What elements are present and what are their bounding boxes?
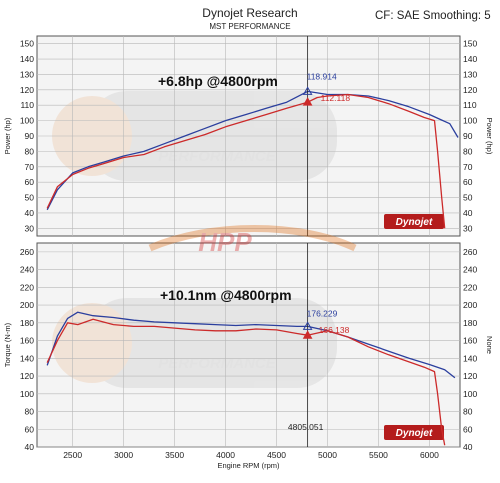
torque-cursor-marker-red: [302, 330, 313, 339]
torque-ytick-right: 160: [463, 336, 477, 346]
torque-ytick-right: 40: [463, 442, 473, 452]
torque-cursor-value-red: 166.138: [319, 325, 350, 335]
power-dynojet-badge: [384, 214, 444, 229]
torque-ytick-right: 140: [463, 353, 477, 363]
power-ytick-right: 60: [463, 177, 473, 187]
torque-ytick-left: 260: [20, 247, 34, 257]
xtick-label: 2500: [63, 450, 82, 460]
torque-plot-area: [36, 242, 461, 448]
power-ylabel-right: Power (hp): [485, 118, 494, 155]
torque-ytick-left: 140: [20, 353, 34, 363]
xtick-label: 4500: [267, 450, 286, 460]
power-ytick-right: 80: [463, 146, 473, 156]
torque-ylabel: Torque (N-m): [3, 322, 12, 367]
torque-dynojet-badge-text: Dynojet: [396, 428, 433, 439]
torque-dynojet-badge: [384, 425, 444, 440]
torque-cursor-value-blue: 176.229: [307, 308, 338, 318]
power-ytick-left: 140: [20, 54, 34, 64]
power-ytick-left: 110: [20, 100, 34, 110]
torque-ytick-right: 120: [463, 371, 477, 381]
watermark-brand: PERFORMANCE: [158, 355, 276, 372]
chart-subtitle: MST PERFORMANCE: [209, 22, 290, 31]
power-cursor-marker-red: [302, 97, 313, 106]
xlabel: Engine RPM (rpm): [217, 461, 280, 470]
torque-ytick-right: 220: [463, 282, 477, 292]
power-ytick-left: 90: [25, 131, 35, 141]
watermark-blob: [87, 298, 337, 388]
cursor-rpm-readout: 4805.051: [288, 422, 324, 432]
torque-ytick-left: 120: [20, 371, 34, 381]
hpp-swoosh: [148, 225, 357, 252]
power-ytick-left: 40: [25, 208, 35, 218]
power-ytick-left: 50: [25, 193, 35, 203]
torque-ytick-left: 240: [20, 265, 34, 275]
torque-ytick-left: 200: [20, 300, 34, 310]
torque-ytick-left: 220: [20, 282, 34, 292]
power-ytick-right: 40: [463, 208, 473, 218]
watermark-brand: PERFORMANCE: [158, 148, 276, 165]
power-cursor-value-red: 112.118: [321, 93, 351, 103]
xtick-label: 3500: [165, 450, 184, 460]
torque-ytick-right: 260: [463, 247, 477, 257]
xtick-label: 4000: [216, 450, 235, 460]
power-ytick-left: 70: [25, 162, 35, 172]
chart-title: Dynojet Research: [202, 6, 297, 20]
torque-ytick-left: 160: [20, 336, 34, 346]
xtick-label: 5000: [318, 450, 337, 460]
power-ytick-right: 100: [463, 116, 477, 126]
torque-ytick-right: 80: [463, 407, 473, 417]
torque-ylabel-right: None: [485, 336, 494, 354]
power-ytick-left: 150: [20, 39, 34, 49]
correction-label: CF: SAE Smoothing: 5: [375, 10, 491, 22]
power-cursor-value-blue: 118.914: [307, 71, 337, 81]
power-dynojet-badge-text: Dynojet: [396, 217, 433, 228]
power-ytick-left: 80: [25, 146, 35, 156]
power-series-blue: [46, 90, 459, 211]
torque-series-red: [46, 318, 446, 446]
power-ylabel: Power (hp): [3, 117, 12, 154]
power-series-red: [46, 93, 446, 229]
power-cursor-marker-blue: [302, 86, 313, 95]
torque-ytick-right: 60: [463, 424, 473, 434]
power-gain-annotation: +6.8hp @4800rpm: [158, 73, 278, 89]
torque-ytick-left: 80: [25, 407, 35, 417]
xtick-label: 5500: [369, 450, 388, 460]
power-ytick-right: 120: [463, 85, 477, 95]
power-ytick-right: 110: [463, 100, 477, 110]
hpp-watermark: HPP: [148, 225, 357, 257]
torque-watermark: PERFORMANCE: [52, 298, 337, 388]
chart-panels: PERFORMANCE 30 30 40 40 50 50 60 60 70 70 80 80 90 90 1…: [3, 35, 494, 470]
torque-ytick-right: 240: [463, 265, 477, 275]
hpp-logo-text: HPP: [198, 227, 252, 257]
power-ytick-left: 30: [25, 223, 35, 233]
torque-ytick-right: 200: [463, 300, 477, 310]
torque-ytick-right: 100: [463, 389, 477, 399]
torque-gain-annotation: +10.1nm @4800rpm: [160, 287, 292, 303]
power-ytick-right: 90: [463, 131, 473, 141]
power-ytick-left: 120: [20, 85, 34, 95]
power-ytick-left: 60: [25, 177, 35, 187]
torque-ytick-left: 180: [20, 318, 34, 328]
power-ytick-left: 130: [20, 69, 34, 79]
torque-panel: PERFORMANCE 40 40 60 60 80 80 100 100 120 120 140 14…: [3, 242, 494, 470]
torque-ytick-left: 40: [25, 442, 35, 452]
power-ytick-left: 100: [20, 116, 34, 126]
torque-cursor-marker-blue: [302, 321, 313, 330]
power-panel: PERFORMANCE 30 30 40 40 50 50 60 60 70 70 80 80 90 90 1…: [3, 35, 494, 237]
xtick-label: 6000: [420, 450, 439, 460]
torque-ytick-left: 60: [25, 424, 35, 434]
torque-series-blue: [46, 311, 456, 379]
power-ytick-right: 140: [463, 54, 477, 64]
power-ytick-right: 50: [463, 193, 473, 203]
power-ytick-right: 70: [463, 162, 473, 172]
power-ytick-right: 150: [463, 39, 477, 49]
power-ytick-right: 130: [463, 69, 477, 79]
torque-ytick-left: 100: [20, 389, 34, 399]
power-ytick-right: 30: [463, 223, 473, 233]
torque-ytick-right: 180: [463, 318, 477, 328]
xtick-label: 3000: [114, 450, 133, 460]
